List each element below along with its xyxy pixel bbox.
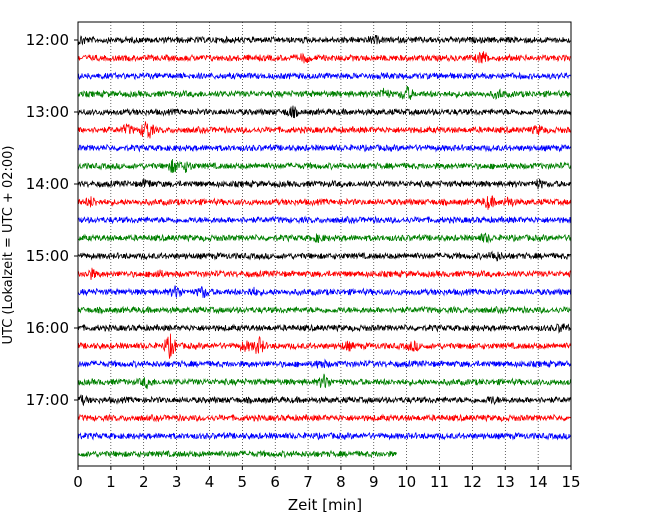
x-tick-label: 0 bbox=[73, 473, 83, 491]
x-axis-title: Zeit [min] bbox=[288, 496, 362, 514]
y-tick-label: 14:00 bbox=[26, 175, 69, 193]
x-tick-label: 1 bbox=[106, 473, 116, 491]
grid-lines bbox=[110, 22, 539, 466]
seismic-trace bbox=[77, 215, 572, 225]
x-tick-label: 12 bbox=[463, 473, 482, 491]
trace-layer bbox=[77, 34, 572, 459]
seismic-trace bbox=[77, 143, 572, 153]
y-tick-label: 16:00 bbox=[26, 319, 69, 337]
seismic-trace bbox=[77, 267, 572, 280]
seismic-trace bbox=[77, 51, 572, 64]
seismic-trace bbox=[77, 105, 572, 119]
y-axis-title: UTC (Lokalzeit = UTC + 02:00) bbox=[1, 146, 16, 345]
x-tick-label: 13 bbox=[496, 473, 515, 491]
x-tick-label: 7 bbox=[303, 473, 313, 491]
seismic-trace bbox=[78, 158, 572, 174]
seismic-trace bbox=[77, 323, 572, 334]
seismic-trace bbox=[77, 333, 572, 359]
seismic-trace bbox=[77, 85, 572, 101]
seismic-trace bbox=[77, 358, 572, 369]
x-axis-ticks: 0 1 2 3 4 5 6 7 8 9 10 11 12 13 14 15 bbox=[73, 466, 581, 491]
seismic-trace bbox=[77, 34, 572, 46]
y-axis-ticks: 12:00 13:00 14:00 15:00 16:00 17:00 bbox=[26, 31, 78, 409]
y-tick-label: 17:00 bbox=[26, 391, 69, 409]
seismic-trace bbox=[77, 195, 572, 210]
x-tick-label: 2 bbox=[139, 473, 149, 491]
seismic-trace bbox=[78, 71, 572, 81]
x-tick-label: 14 bbox=[529, 473, 548, 491]
seismic-trace bbox=[77, 413, 572, 423]
x-tick-label: 10 bbox=[397, 473, 416, 491]
plot-frame bbox=[77, 21, 572, 467]
x-tick-label: 11 bbox=[430, 473, 449, 491]
y-tick-label: 13:00 bbox=[26, 103, 69, 121]
x-tick-label: 15 bbox=[561, 473, 580, 491]
seismic-trace bbox=[77, 449, 397, 459]
seismic-trace bbox=[77, 178, 572, 190]
seismic-trace bbox=[77, 305, 572, 315]
seismic-trace bbox=[77, 250, 572, 262]
y-tick-label: 12:00 bbox=[26, 31, 69, 49]
seismic-trace bbox=[77, 285, 572, 299]
x-tick-label: 4 bbox=[205, 473, 215, 491]
seismic-trace bbox=[77, 373, 572, 390]
seismic-trace bbox=[77, 394, 572, 407]
seismic-trace bbox=[77, 232, 572, 244]
seismic-trace bbox=[77, 121, 572, 139]
seismic-trace bbox=[77, 431, 572, 441]
x-tick-label: 5 bbox=[238, 473, 248, 491]
x-tick-label: 3 bbox=[172, 473, 182, 491]
x-tick-label: 9 bbox=[369, 473, 379, 491]
x-tick-label: 6 bbox=[270, 473, 280, 491]
y-tick-label: 15:00 bbox=[26, 247, 69, 265]
x-tick-label: 8 bbox=[336, 473, 346, 491]
